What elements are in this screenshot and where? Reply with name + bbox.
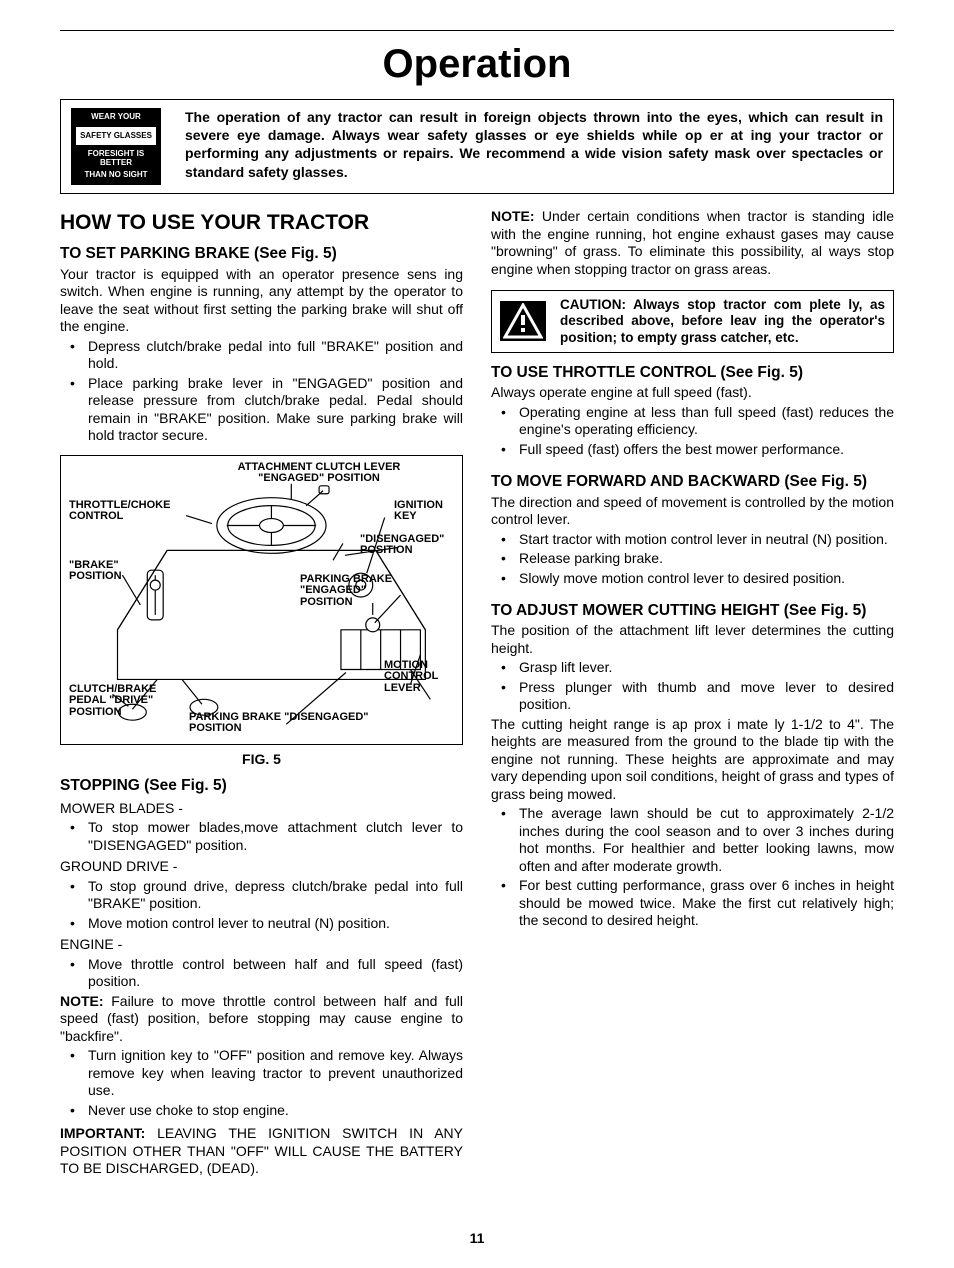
parking-brake-heading: TO SET PARKING BRAKE (See Fig. 5)	[60, 244, 463, 263]
parking-brake-intro: Your tractor is equipped with an operato…	[60, 266, 463, 336]
page-number: 11	[60, 1230, 894, 1248]
fig-label-diseng: "DISENGAGED" POSITION	[360, 534, 456, 557]
height-heading: TO ADJUST MOWER CUTTING HEIGHT (See Fig.…	[491, 601, 894, 620]
ground-drive-list: To stop ground drive, depress clutch/bra…	[60, 878, 463, 933]
top-rule	[60, 30, 894, 31]
list-item: Move motion control lever to neutral (N)…	[88, 915, 463, 933]
engine-list-2: Turn ignition key to "OFF" position and …	[60, 1047, 463, 1119]
list-item: Grasp lift lever.	[519, 659, 894, 677]
safety-glasses-badge: WEAR YOUR SAFETY GLASSES FORESIGHT IS BE…	[71, 108, 161, 185]
throttle-heading: TO USE THROTTLE CONTROL (See Fig. 5)	[491, 363, 894, 382]
important-label: IMPORTANT:	[60, 1125, 157, 1141]
ground-drive-subhead: GROUND DRIVE -	[60, 858, 463, 876]
figure-5: ATTACHMENT CLUTCH LEVER "ENGAGED" POSITI…	[60, 455, 463, 745]
throttle-intro: Always operate engine at full speed (fas…	[491, 384, 894, 402]
how-to-heading: HOW TO USE YOUR TRACTOR	[60, 210, 463, 236]
caution-label: CAUTION:	[560, 297, 633, 312]
note-text: Failure to move throttle control between…	[60, 993, 463, 1044]
list-item: Move throttle control between half and f…	[88, 956, 463, 991]
list-item: The average lawn should be cut to approx…	[519, 805, 894, 875]
list-item: Full speed (fast) offers the best mower …	[519, 441, 894, 459]
list-item: To stop ground drive, depress clutch/bra…	[88, 878, 463, 913]
list-item: Place parking brake lever in "ENGAGED" p…	[88, 375, 463, 445]
mower-blades-subhead: MOWER BLADES -	[60, 800, 463, 818]
parking-brake-list: Depress clutch/brake pedal into full "BR…	[60, 338, 463, 445]
engine-list-1: Move throttle control between half and f…	[60, 956, 463, 991]
height-list-2: The average lawn should be cut to approx…	[491, 805, 894, 930]
stopping-heading: STOPPING (See Fig. 5)	[60, 776, 463, 795]
fig-label-clutch: CLUTCH/BRAKE PEDAL "DRIVE" POSITION	[69, 684, 179, 719]
fig-label-throttle: THROTTLE/CHOKE CONTROL	[69, 500, 189, 523]
safety-warning-text: The operation of any tractor can result …	[185, 108, 883, 185]
stopping-note: NOTE: Failure to move throttle control b…	[60, 993, 463, 1046]
caution-box: CAUTION: Always stop tractor com plete l…	[491, 290, 894, 353]
fig-label-brakepos: "BRAKE" POSITION	[69, 560, 139, 583]
move-intro: The direction and speed of movement is c…	[491, 494, 894, 529]
list-item: Slowly move motion control lever to desi…	[519, 570, 894, 588]
note-label: NOTE:	[60, 993, 111, 1009]
list-item: Release parking brake.	[519, 550, 894, 568]
page-title: Operation	[60, 39, 894, 89]
list-item: For best cutting performance, grass over…	[519, 877, 894, 930]
height-intro: The position of the attachment lift leve…	[491, 622, 894, 657]
important-block: IMPORTANT: LEAVING THE IGNITION SWITCH I…	[60, 1125, 463, 1178]
note-text: Under certain conditions when tractor is…	[491, 208, 894, 277]
list-item: Never use choke to stop engine.	[88, 1102, 463, 1120]
badge-line3a: FORESIGHT IS BETTER	[72, 148, 160, 170]
fig-label-ignition: IGNITION KEY	[394, 500, 456, 523]
figure-5-caption: FIG. 5	[60, 751, 463, 769]
throttle-list: Operating engine at less than full speed…	[491, 404, 894, 459]
badge-line3b: THAN NO SIGHT	[80, 169, 151, 182]
height-list-1: Grasp lift lever. Press plunger with thu…	[491, 659, 894, 714]
warning-triangle-icon	[500, 301, 546, 341]
badge-line2: SAFETY GLASSES	[75, 126, 157, 146]
fig-label-pbdis: PARKING BRAKE "DISENGAGED" POSITION	[189, 712, 379, 735]
list-item: To stop mower blades,move attachment clu…	[88, 819, 463, 854]
fig-label-pbeng: PARKING BRAKE "ENGAGED" POSITION	[300, 574, 410, 609]
list-item: Turn ignition key to "OFF" position and …	[88, 1047, 463, 1100]
fig-label-attclutch: ATTACHMENT CLUTCH LEVER "ENGAGED" POSITI…	[219, 462, 419, 485]
note-label: NOTE:	[491, 208, 542, 224]
move-heading: TO MOVE FORWARD AND BACKWARD (See Fig. 5…	[491, 472, 894, 491]
fig-label-motion: MOTION CONTROL LEVER	[384, 660, 454, 695]
right-top-note: NOTE: Under certain conditions when trac…	[491, 208, 894, 278]
list-item: Operating engine at less than full speed…	[519, 404, 894, 439]
safety-warning-box: WEAR YOUR SAFETY GLASSES FORESIGHT IS BE…	[60, 99, 894, 194]
list-item: Start tractor with motion control lever …	[519, 531, 894, 549]
engine-subhead: ENGINE -	[60, 936, 463, 954]
badge-line1: WEAR YOUR	[87, 111, 145, 124]
list-item: Depress clutch/brake pedal into full "BR…	[88, 338, 463, 373]
list-item: Press plunger with thumb and move lever …	[519, 679, 894, 714]
mower-blades-list: To stop mower blades,move attachment clu…	[60, 819, 463, 854]
move-list: Start tractor with motion control lever …	[491, 531, 894, 588]
caution-text: CAUTION: Always stop tractor com plete l…	[560, 297, 885, 346]
two-column-body: HOW TO USE YOUR TRACTOR TO SET PARKING B…	[60, 206, 894, 1216]
height-para2: The cutting height range is ap prox i ma…	[491, 716, 894, 804]
